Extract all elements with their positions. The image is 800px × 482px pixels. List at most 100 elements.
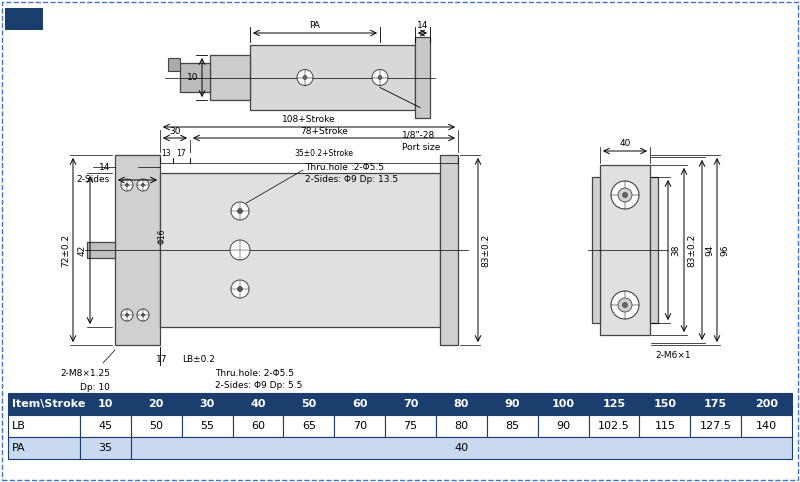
Text: 45: 45 [98,421,113,431]
Text: 60: 60 [251,421,265,431]
Text: 70: 70 [403,399,418,409]
Bar [182,393,233,415]
Bar [5,8,43,30]
Text: 78+Stroke: 78+Stroke [300,128,348,136]
Bar [131,437,792,459]
Circle shape [231,202,249,220]
Text: 50: 50 [150,421,163,431]
Bar [233,415,283,437]
Circle shape [622,303,627,308]
Text: 90: 90 [556,421,570,431]
Text: 108+Stroke: 108+Stroke [282,116,336,124]
Text: 83±0.2: 83±0.2 [481,233,490,267]
Text: 150: 150 [654,399,676,409]
Bar [589,393,639,415]
Circle shape [372,69,388,85]
Text: 30: 30 [170,128,181,136]
Bar [283,393,334,415]
Text: LB±0.2: LB±0.2 [182,356,215,364]
Text: 10: 10 [98,399,113,409]
Bar [210,55,250,100]
Bar [741,393,792,415]
Circle shape [121,179,133,191]
Bar [741,415,792,437]
Bar [436,393,487,415]
Text: 75: 75 [403,421,418,431]
Text: Port size: Port size [402,144,440,152]
Circle shape [126,313,129,317]
Bar [160,173,440,327]
Bar [436,415,487,437]
Text: 102.5: 102.5 [598,421,630,431]
Circle shape [126,184,129,187]
Text: 35: 35 [98,443,113,453]
Circle shape [378,76,382,80]
Text: 65: 65 [302,421,316,431]
Text: 38: 38 [671,244,680,256]
Text: 55: 55 [200,421,214,431]
Bar [487,415,538,437]
Bar [80,415,131,437]
Bar [8,393,80,415]
Bar [250,45,415,110]
Text: 1/8"-28: 1/8"-28 [402,131,435,139]
Text: 42: 42 [78,244,87,255]
Circle shape [230,240,250,260]
Text: 70: 70 [353,421,366,431]
Bar [180,63,210,92]
Bar [334,393,385,415]
Text: 2-Sides: Φ9 Dp: 13.5: 2-Sides: Φ9 Dp: 13.5 [305,174,398,184]
Text: 96: 96 [720,244,729,256]
Text: Φ16: Φ16 [158,228,167,244]
Text: 200: 200 [755,399,778,409]
Circle shape [142,184,145,187]
Bar [182,415,233,437]
Circle shape [231,280,249,298]
Bar [115,155,160,345]
Bar [415,37,430,118]
Circle shape [303,76,307,80]
Bar [487,393,538,415]
Circle shape [297,69,313,85]
Text: 2-M8×1.25: 2-M8×1.25 [60,369,110,377]
Circle shape [611,181,639,209]
Text: 17: 17 [177,148,186,158]
Text: 94: 94 [705,244,714,255]
Text: 17: 17 [156,356,168,364]
Text: 140: 140 [756,421,777,431]
Bar [538,415,589,437]
Bar [650,177,658,323]
Text: 35±0.2+Stroke: 35±0.2+Stroke [294,148,354,158]
Text: 127.5: 127.5 [700,421,732,431]
Text: 83±0.2: 83±0.2 [687,233,696,267]
Bar [690,415,741,437]
Text: Thru.hole :2-Φ5.5: Thru.hole :2-Φ5.5 [305,162,384,172]
Text: 175: 175 [704,399,727,409]
Bar [538,393,589,415]
Bar [639,415,690,437]
Text: 30: 30 [199,399,214,409]
Circle shape [618,298,632,312]
Text: 14: 14 [98,162,110,172]
Bar [690,393,741,415]
Bar [131,415,182,437]
Circle shape [238,209,242,214]
Bar [600,165,650,335]
Bar [87,242,115,258]
Circle shape [238,286,242,292]
Text: 40: 40 [619,139,630,148]
Bar [233,393,283,415]
Circle shape [142,313,145,317]
Text: Item\Stroke: Item\Stroke [12,399,86,409]
Text: 14: 14 [417,22,428,30]
Text: PA: PA [310,22,321,30]
Bar [8,437,80,459]
Text: 80: 80 [454,421,469,431]
Bar [283,415,334,437]
Text: 2-Sides: Φ9 Dp: 5.5: 2-Sides: Φ9 Dp: 5.5 [215,380,302,389]
Text: 125: 125 [602,399,626,409]
Text: 2-Sides: 2-Sides [77,174,110,184]
Bar [589,415,639,437]
Bar [80,393,131,415]
Bar [385,415,436,437]
